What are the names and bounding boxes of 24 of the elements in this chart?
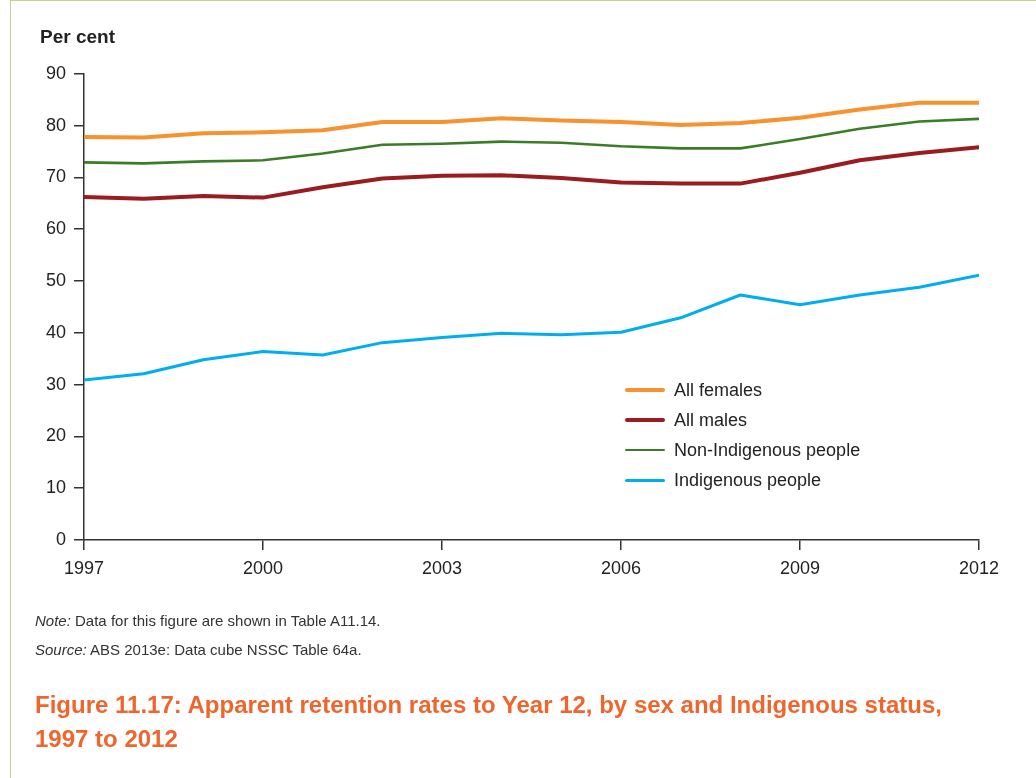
source-note: Source: ABS 2013e: Data cube NSSC Table 64a. [35,641,363,660]
y-tick-label: 30 [45,373,66,394]
y-tick-label: 90 [45,62,66,83]
legend-label: All males [674,409,748,431]
y-tick-label: 80 [45,114,66,135]
y-tick-label: 70 [45,166,66,187]
x-tick-label: 2009 [779,557,821,578]
y-tick-label: 0 [55,528,66,549]
x-tick-label: 2012 [958,557,1000,578]
text: Figure 11.17: Apparent retention rates to Year 12, by sex and Indigenous status, 1997 to 2012 [35,690,943,754]
y-tick-label: 20 [45,425,66,446]
x-tick-label: 2006 [600,557,642,578]
x-tick-label: 2000 [242,557,284,578]
legend-label: All females [674,379,763,401]
x-tick-label: 2003 [421,557,463,578]
y-tick-label: 50 [45,269,66,290]
legend-label: Non-Indigenous people [674,439,861,461]
legend-label: Indigenous people [674,469,822,491]
text: Note: Data for this figure are shown in Table A11.14. [35,612,381,631]
y-axis-title: Per cent [40,26,115,48]
y-tick-label: 60 [45,218,66,239]
y-tick-label: 10 [45,477,66,498]
x-tick-label: 1997 [63,557,105,578]
y-tick-label: 40 [45,321,66,342]
